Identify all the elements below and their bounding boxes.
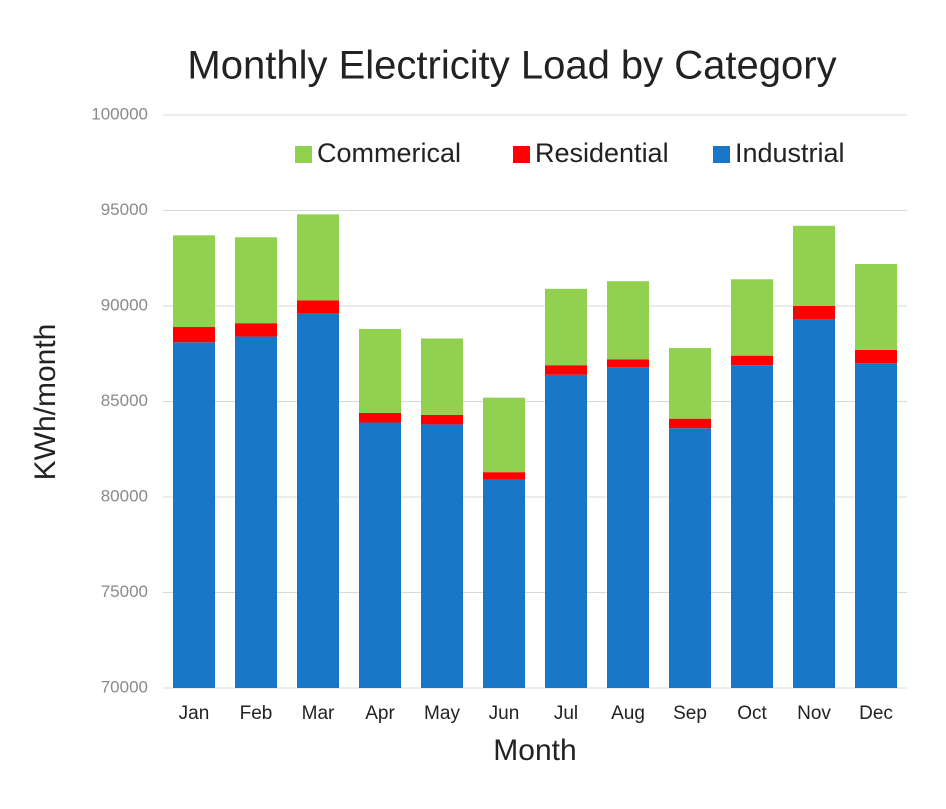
y-tick-label: 100000 [91, 104, 148, 123]
bar-segment [483, 472, 525, 480]
x-tick-label: Apr [365, 703, 395, 724]
x-tick-label: Feb [240, 703, 273, 724]
x-axis-title: Month [493, 734, 576, 767]
bar-segment [359, 412, 401, 423]
legend-swatch [713, 146, 730, 163]
bar-segment [173, 327, 215, 343]
bar-segment [607, 281, 649, 360]
y-tick-label: 70000 [101, 677, 148, 696]
x-tick-label: Sep [673, 703, 707, 724]
bar-segment [297, 300, 339, 314]
bar-segment [607, 359, 649, 368]
legend-label: Residential [535, 138, 669, 168]
bar-segment [793, 319, 835, 688]
bar-segment [731, 365, 773, 688]
x-tick-label: Jan [179, 703, 210, 724]
bar-segment [173, 342, 215, 688]
chart-title: Monthly Electricity Load by Category [187, 44, 836, 88]
bar-segment [173, 235, 215, 328]
bar-segment [421, 414, 463, 425]
bar-segment [483, 397, 525, 473]
legend-label: Industrial [735, 138, 845, 168]
bar-segment [855, 363, 897, 688]
bar-segment [669, 418, 711, 429]
bar-segment [545, 365, 587, 375]
legend-swatch [513, 146, 530, 163]
x-tick-label: Oct [737, 703, 767, 724]
x-tick-label: May [424, 703, 460, 724]
bar-segment [669, 428, 711, 688]
bar-segment [421, 338, 463, 415]
bar-segment [545, 288, 587, 366]
x-tick-label: Nov [797, 703, 831, 724]
bar-segment [793, 306, 835, 320]
bar-segment [359, 328, 401, 413]
x-tick-label: Mar [302, 703, 335, 724]
bar-segment [607, 367, 649, 688]
bar-segment [297, 214, 339, 301]
bar-segment [235, 237, 277, 324]
y-tick-label: 95000 [101, 200, 148, 219]
y-axis-title: KWh/month [29, 324, 62, 481]
bar-segment [731, 355, 773, 366]
y-tick-label: 85000 [101, 391, 148, 410]
bar-segment [297, 313, 339, 688]
legend-swatch [295, 146, 312, 163]
bar-segment [545, 374, 587, 688]
bar-segment [669, 348, 711, 419]
x-tick-label: Jun [489, 703, 520, 724]
bar-segment [855, 349, 897, 364]
bar-segment [731, 279, 773, 356]
bar-segment [235, 323, 277, 337]
x-tick-label: Aug [611, 703, 645, 724]
bar-segment [359, 422, 401, 688]
bar-segment [235, 336, 277, 688]
bar-segment [421, 424, 463, 688]
bar-segment [793, 225, 835, 306]
y-tick-label: 90000 [101, 295, 148, 314]
y-tick-label: 75000 [101, 582, 148, 601]
x-tick-label: Jul [554, 703, 578, 724]
y-tick-label: 80000 [101, 486, 148, 505]
x-tick-label: Dec [859, 703, 893, 724]
bar-segment [483, 479, 525, 688]
bar-segment [855, 263, 897, 350]
legend-label: Commerical [317, 138, 461, 168]
